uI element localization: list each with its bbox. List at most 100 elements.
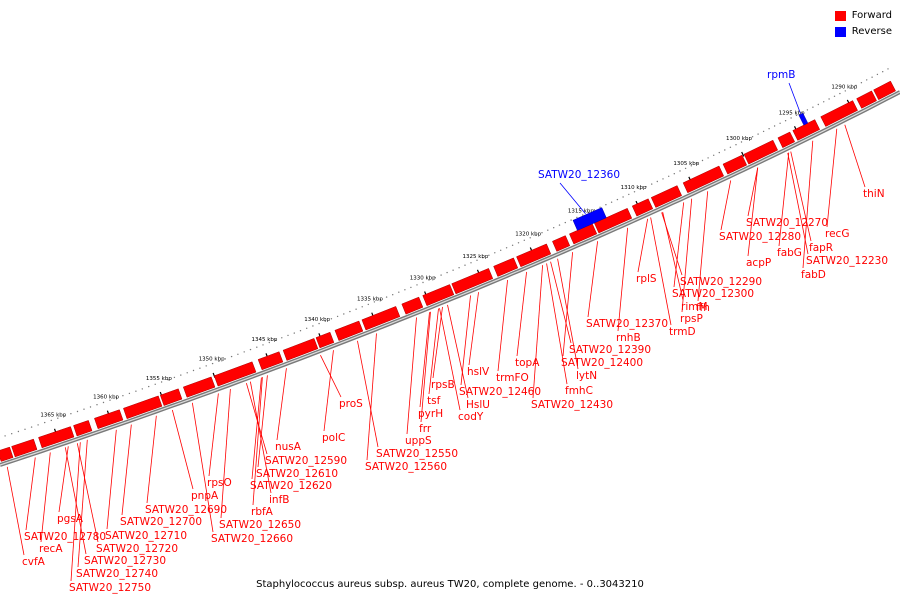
genome-backbone — [0, 90, 900, 467]
scale-dot — [871, 76, 873, 78]
reverse-gene — [798, 112, 809, 126]
forward-gene-label: rpsP — [680, 313, 703, 325]
scale-dot — [318, 322, 320, 325]
scale-dot — [416, 284, 418, 286]
forward-gene-label: trmD — [669, 326, 696, 338]
forward-leader — [251, 377, 262, 480]
scale-dot — [844, 90, 846, 92]
forward-gene — [792, 119, 821, 141]
forward-gene-label: SATW20_12690 — [145, 504, 227, 516]
scale-dot — [718, 151, 720, 154]
kbp-tick-label: 1310 kbp — [621, 185, 647, 191]
forward-gene — [361, 306, 401, 331]
scale-dot — [154, 383, 156, 385]
forward-gene — [856, 90, 877, 109]
scale-dot — [199, 367, 201, 369]
kbp-tick-label: 1315 kbp — [568, 209, 594, 215]
forward-gene-label: SATW20_12430 — [531, 399, 613, 411]
scale-dot — [148, 385, 150, 388]
forward-leader — [106, 429, 117, 530]
forward-gene-label: codY — [458, 411, 484, 423]
forward-leader — [58, 446, 69, 513]
scale-dot — [11, 433, 13, 435]
scale-dot — [576, 216, 578, 219]
scale-dot — [135, 390, 137, 392]
scale-dot — [434, 276, 436, 279]
scale-dot — [141, 388, 143, 390]
forward-leader — [562, 252, 573, 357]
kbp-tick-label: 1335 kbp — [357, 297, 383, 303]
scale-dot — [656, 180, 658, 183]
kbp-tick-label: 1305 kbp — [673, 161, 699, 167]
forward-leader — [77, 439, 88, 568]
scale-dot — [476, 259, 478, 261]
scale-dot — [817, 103, 819, 106]
forward-gene-label: tsf — [427, 395, 441, 407]
scale-dot — [50, 419, 52, 422]
forward-gene-label: fabG — [777, 247, 802, 259]
forward-gene — [123, 395, 163, 420]
scale-dot — [343, 313, 345, 315]
scale-dot — [96, 404, 98, 406]
forward-gene — [282, 338, 319, 361]
kbp-tick-label: 1325 kbp — [462, 254, 488, 260]
scale-dot — [639, 188, 641, 190]
forward-leader — [249, 381, 272, 494]
forward-gene-label: pyrH — [418, 408, 443, 420]
forward-leader — [697, 191, 709, 302]
scale-dot — [44, 421, 46, 424]
forward-gene-label: SATW20_12370 — [586, 318, 668, 330]
scale-dot — [410, 286, 412, 289]
forward-leader — [747, 167, 759, 257]
scale-dot — [428, 279, 430, 281]
forward-leader — [790, 151, 812, 242]
scale-dot — [833, 95, 836, 98]
forward-gene-label: thiN — [863, 188, 885, 200]
scale-dot — [690, 165, 692, 167]
forward-gene — [182, 376, 216, 398]
scale-dot — [57, 417, 59, 419]
forward-gene-label: acpP — [746, 257, 771, 269]
scale-dot — [746, 138, 748, 141]
genome-caption: Staphylococcus aureus subsp. aureus TW20… — [256, 579, 644, 590]
forward-gene — [682, 165, 725, 194]
forward-leader — [419, 312, 430, 408]
scale-dot — [446, 271, 448, 274]
scale-dot — [762, 130, 765, 133]
forward-gene-label: SATW20_12400 — [561, 357, 643, 369]
forward-leader — [557, 258, 579, 370]
scale-dot — [268, 341, 270, 344]
scale-dot — [511, 244, 514, 246]
scale-dot — [812, 106, 814, 108]
forward-leader — [468, 292, 479, 366]
legend: Forward Reverse — [834, 8, 892, 40]
scale-dot — [76, 410, 79, 413]
kbp-tick-label: 1365 kbp — [40, 413, 66, 419]
scale-dot — [330, 318, 333, 320]
forward-leader — [171, 409, 194, 490]
forward-gene-label: SATW20_12230 — [806, 255, 888, 267]
forward-gene — [334, 320, 364, 341]
forward-gene-label: SATW20_12700 — [120, 516, 202, 528]
forward-gene-label: lytN — [576, 370, 597, 382]
scale-dot — [312, 325, 314, 327]
forward-leader — [70, 442, 81, 582]
forward-leader — [546, 263, 568, 385]
forward-gene-label: ffh — [696, 302, 710, 314]
scale-dot — [768, 128, 770, 130]
forward-gene-label: SATW20_12270 — [746, 217, 828, 229]
forward-gene-label: SATW20_12590 — [265, 455, 347, 467]
forward-gene — [552, 235, 571, 252]
forward-gene-label: topA — [515, 357, 540, 369]
scale-dot — [779, 122, 781, 125]
forward-gene — [873, 80, 896, 101]
forward-gene-label: polC — [322, 432, 345, 444]
forward-gene-label: fabD — [801, 269, 826, 281]
scale-dot — [784, 120, 787, 122]
forward-gene-label: hslV — [467, 366, 490, 378]
forward-gene-label: recA — [39, 543, 63, 555]
kbp-tick-label: 1330 kbp — [410, 275, 436, 281]
scale-dot — [839, 92, 841, 95]
scale-dot — [211, 362, 214, 365]
forward-gene-label: SATW20_12780 — [24, 531, 106, 543]
